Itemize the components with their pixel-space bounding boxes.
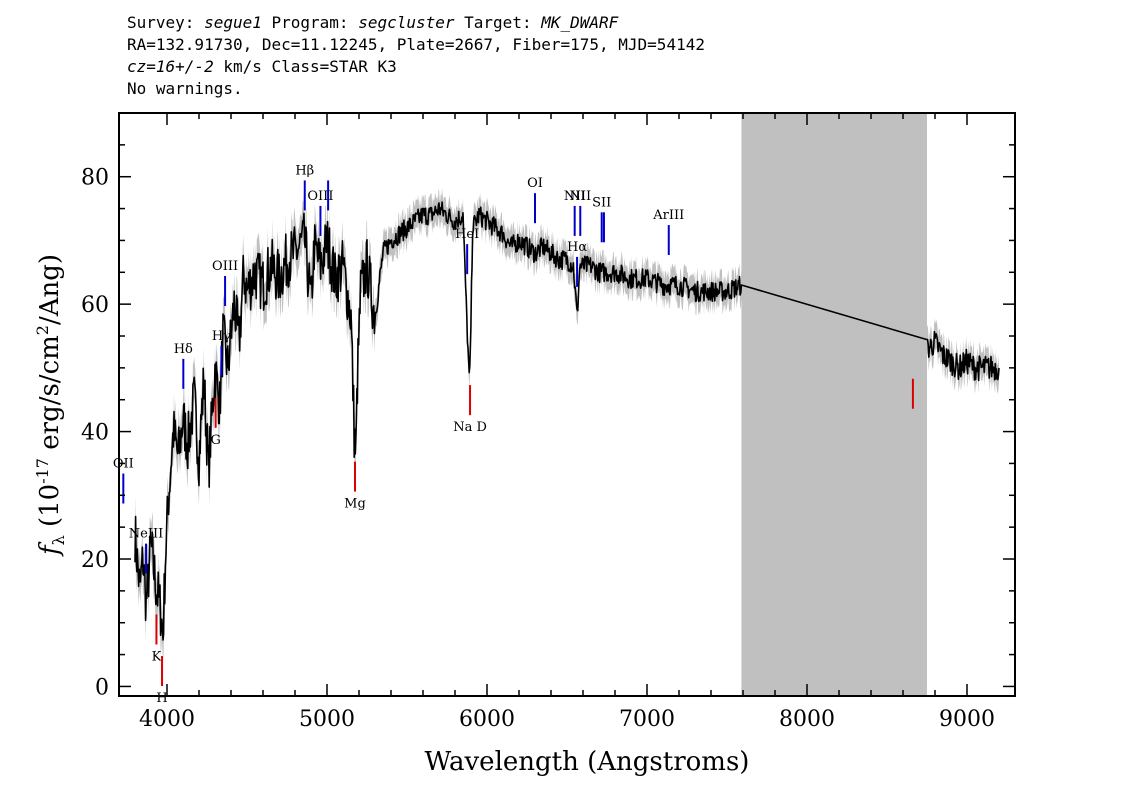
absorption-line-label: G (210, 433, 220, 448)
spectrum-series-layer (134, 201, 1000, 641)
target-value: MK_DWARF (541, 13, 619, 32)
y-axis-title-text: /Ang) (35, 254, 65, 325)
x-axis-title: Wavelength (Angstroms) (425, 747, 750, 777)
x-tick-label: 4000 (139, 707, 195, 732)
plot-frame (118, 112, 1016, 697)
target-label: Target: (454, 13, 542, 32)
y-axis-title: fλ (10-17 erg/s/cm2/Ang) (33, 254, 68, 557)
absorption-line-label: K (152, 649, 162, 664)
survey-label: Survey: (127, 13, 205, 32)
axis-labels-layer: 4000 5000 6000 7000 8000 9000 0 20 40 60 80 Wavelen… (33, 166, 995, 777)
emission-line-label: Hδ (174, 342, 193, 357)
x-tick-label: 5000 (299, 707, 355, 732)
emission-line-label: NII (564, 189, 586, 204)
emission-line-label: HeI (455, 227, 479, 242)
emission-line-label: Hα (567, 240, 587, 255)
emission-line-label: OI (527, 176, 543, 191)
survey-value: segue1 (204, 13, 262, 32)
absorption-line-label: Na D (453, 420, 487, 435)
x-tick-label: 8000 (779, 707, 835, 732)
x-tick-label: 9000 (939, 707, 995, 732)
header-line-survey: Survey: segue1 Program: segcluster Targe… (127, 12, 705, 34)
y-tick-label: 40 (81, 421, 109, 446)
y-tick-label: 60 (81, 293, 109, 318)
emission-line-label: NII (569, 189, 591, 204)
x-tick-label: 6000 (459, 707, 515, 732)
absorption-line-label: Mg (344, 497, 366, 512)
class-value: km/s Class=STAR K3 (213, 57, 397, 76)
emission-line-label: Hγ (212, 329, 231, 344)
masked-region (741, 113, 927, 696)
header-line-coordinates: RA=132.91730, Dec=11.12245, Plate=2667, … (127, 35, 705, 54)
error-band (135, 188, 999, 661)
y-axis-title-exponent: 2 (33, 325, 52, 335)
y-axis-title-exponent: -17 (33, 458, 52, 484)
header-line-warnings: No warnings. (127, 79, 243, 98)
axis-ticks-layer (119, 113, 1015, 696)
x-tick-label: 7000 (619, 707, 675, 732)
emission-line-label: OIII (307, 189, 333, 204)
emission-line-label: OIII (212, 259, 238, 274)
y-axis-title-text: (10 (35, 484, 65, 536)
y-tick-label: 0 (95, 675, 109, 700)
header-line-redshift: cz=16+/-2 km/s Class=STAR K3 (127, 56, 705, 78)
masked-region-layer (741, 113, 927, 696)
y-tick-label: 20 (81, 548, 109, 573)
absorption-line-label: H (156, 691, 167, 706)
y-axis-title-subscript: λ (49, 535, 68, 545)
emission-line-label: NeIII (129, 527, 163, 542)
spectrum-line (134, 201, 1000, 641)
error-band-layer (135, 188, 999, 661)
emission-line-label: ArIII (652, 208, 684, 223)
y-tick-label: 80 (81, 166, 109, 191)
emission-line-label: Hβ (295, 163, 314, 178)
emission-line-label: SII (592, 195, 611, 210)
y-axis-title-text: erg/s/cm (35, 335, 65, 458)
spectrum-header: Survey: segue1 Program: segcluster Targe… (127, 12, 705, 100)
redshift-value: cz=16+/-2 (127, 57, 214, 76)
program-label: Program: (261, 13, 359, 32)
program-value: segcluster (358, 13, 455, 32)
